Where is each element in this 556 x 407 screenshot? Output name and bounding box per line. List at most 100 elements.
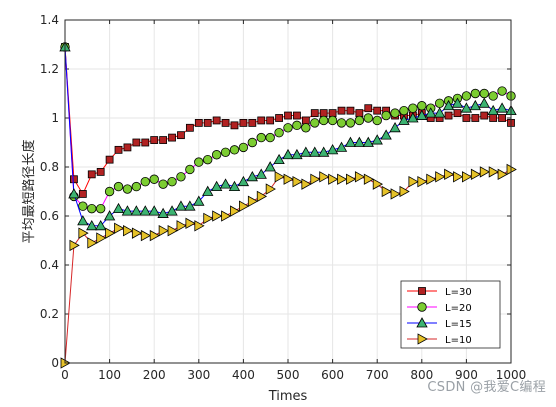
data-point xyxy=(496,102,508,113)
data-point xyxy=(238,142,249,153)
axis-ticks: 0 100 200 300 400 500 600 700 800 900 1000 0 0.2 0.4 0… xyxy=(40,13,526,382)
data-point xyxy=(372,178,384,190)
data-point xyxy=(87,237,98,249)
data-point xyxy=(185,217,196,230)
data-point xyxy=(78,227,89,239)
x-tick-label: 300 xyxy=(187,368,210,382)
data-point xyxy=(389,121,401,133)
data-point xyxy=(328,109,337,117)
data-point xyxy=(462,114,471,122)
data-point xyxy=(265,183,276,195)
data-point xyxy=(354,115,365,126)
x-tick-label: 100 xyxy=(98,368,121,382)
data-point xyxy=(193,195,205,206)
data-point xyxy=(417,101,427,111)
legend-item: L=10 xyxy=(407,333,472,346)
data-point xyxy=(140,176,150,187)
data-point xyxy=(175,200,187,211)
data-point xyxy=(309,146,321,157)
data-point xyxy=(362,136,374,147)
data-point xyxy=(132,138,141,147)
data-point xyxy=(470,168,482,181)
data-point xyxy=(113,181,124,192)
data-point xyxy=(479,88,489,99)
data-point xyxy=(221,210,232,222)
y-tick-label: 1.2 xyxy=(40,62,59,76)
data-point xyxy=(461,91,472,101)
y-tick-label: 0.4 xyxy=(40,258,59,272)
data-point xyxy=(256,190,268,203)
data-point xyxy=(451,97,464,108)
watermark: CSDN @我爱C编程 xyxy=(427,380,546,395)
data-point xyxy=(139,205,151,216)
data-point xyxy=(114,145,123,154)
data-point xyxy=(220,147,231,158)
data-point xyxy=(390,108,400,118)
data-point xyxy=(141,138,150,147)
data-point xyxy=(345,118,356,128)
data-point xyxy=(257,116,266,125)
data-point xyxy=(194,157,204,167)
x-tick-label: 700 xyxy=(366,368,389,382)
data-point xyxy=(219,178,232,189)
data-point xyxy=(167,225,178,237)
y-axis-label: 平均最短路径长度 xyxy=(21,139,37,243)
data-point xyxy=(87,170,96,179)
series-l-20 xyxy=(60,42,516,214)
data-point xyxy=(230,205,241,217)
data-point xyxy=(221,119,230,127)
data-point xyxy=(149,229,161,242)
data-point xyxy=(185,164,195,175)
data-point xyxy=(264,161,276,172)
data-point xyxy=(211,150,222,160)
data-point xyxy=(478,97,490,108)
x-tick-label: 800 xyxy=(410,368,433,382)
data-point xyxy=(488,166,499,178)
data-point xyxy=(114,222,125,234)
data-point xyxy=(344,136,357,147)
data-point xyxy=(326,144,339,155)
data-point xyxy=(301,116,310,125)
data-point xyxy=(335,141,348,152)
data-point xyxy=(487,104,499,116)
data-point xyxy=(336,118,347,128)
data-point xyxy=(202,185,214,196)
data-point xyxy=(283,173,294,185)
data-point xyxy=(105,155,114,164)
data-point xyxy=(239,119,248,127)
data-point xyxy=(442,99,455,111)
data-point xyxy=(69,239,80,252)
data-point xyxy=(497,86,507,96)
data-point xyxy=(460,102,473,113)
data-point xyxy=(194,220,205,232)
data-point xyxy=(293,111,301,120)
data-point xyxy=(77,215,89,226)
data-point xyxy=(346,173,357,185)
data-point xyxy=(310,173,321,185)
data-point xyxy=(158,179,168,189)
data-point xyxy=(398,114,410,125)
legend-item: L=20 xyxy=(407,302,472,314)
data-point xyxy=(247,137,258,148)
data-point xyxy=(453,171,464,183)
data-point xyxy=(310,118,320,128)
data-point xyxy=(238,200,250,212)
data-point xyxy=(363,113,373,123)
data-point xyxy=(283,123,293,133)
data-point xyxy=(408,176,419,188)
data-point xyxy=(194,119,203,127)
legend-item: L=15 xyxy=(407,317,472,330)
data-point xyxy=(103,210,116,221)
data-point xyxy=(274,171,285,183)
data-point xyxy=(310,109,319,117)
series-layer xyxy=(59,41,517,369)
data-point xyxy=(87,203,97,214)
data-point xyxy=(166,205,178,216)
data-point xyxy=(168,133,176,142)
data-point xyxy=(229,145,240,155)
data-point xyxy=(489,114,498,122)
data-point xyxy=(488,91,498,101)
data-point xyxy=(247,195,259,207)
data-point xyxy=(157,207,169,218)
data-point xyxy=(203,212,214,225)
